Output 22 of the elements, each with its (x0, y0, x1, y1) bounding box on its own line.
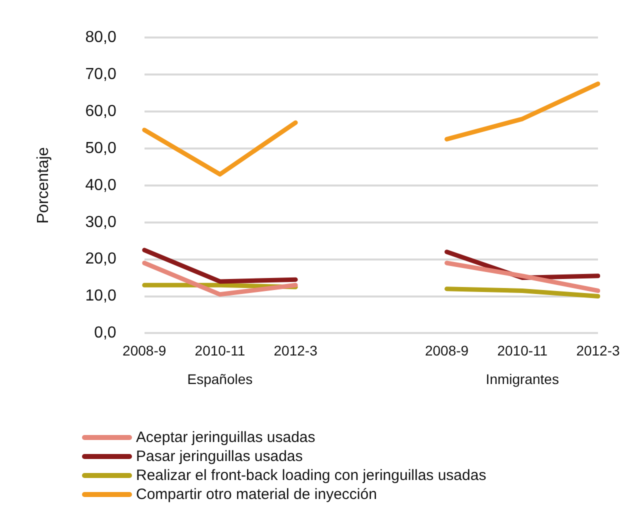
y-tick-label: 30,0 (85, 214, 116, 231)
x-tick-label: 2010-11 (497, 342, 548, 358)
x-tick-label: 2010-11 (194, 342, 246, 358)
x-tick-label: 2012-3 (274, 342, 318, 358)
y-tick-label: 80,0 (85, 29, 116, 46)
y-tick-label: 60,0 (85, 102, 116, 120)
y-tick-label: 40,0 (85, 176, 116, 194)
y-tick-label: 70,0 (85, 66, 116, 83)
legend-label: Aceptar jeringuillas usadas (136, 428, 316, 447)
text: Españoles (187, 371, 253, 388)
y-tick-label: 0,0 (94, 324, 116, 342)
x-tick-label: 2012-3 (576, 342, 620, 358)
y-tick-label: 20,0 (85, 250, 116, 268)
legend-label: Realizar el front-back loading con jeringuillas usadas (136, 466, 486, 485)
legend-label: Pasar jeringuillas usadas (136, 447, 303, 466)
x-tick-label: 2008-9 (122, 342, 166, 358)
x-tick-label: 2008-9 (424, 342, 469, 358)
y-tick-label: 50,0 (85, 140, 116, 157)
text: Inmigrantes (486, 371, 559, 388)
y-axis-title: Porcentaje (35, 147, 52, 224)
legend-label: Compartir otro material de inyección (136, 485, 377, 504)
y-tick-label: 10,0 (85, 288, 116, 305)
